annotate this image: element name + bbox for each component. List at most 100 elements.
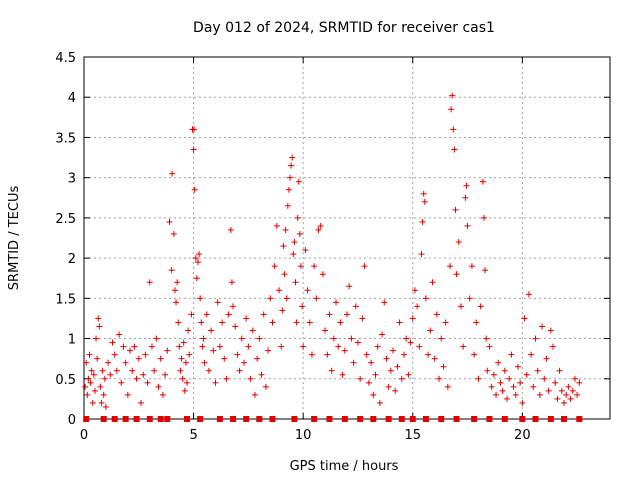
data-point	[262, 383, 269, 390]
data-point	[368, 359, 375, 366]
data-point	[416, 343, 423, 350]
data-point	[184, 379, 191, 386]
axis-ticks: 0 0.5 1 1.5 2 2.5 3 3.5 4 4.5 0 5 10 15 20	[55, 51, 610, 443]
data-point	[447, 263, 454, 270]
data-point	[539, 323, 546, 330]
x-axis-label: GPS time / hours	[290, 459, 399, 474]
data-point	[350, 359, 357, 366]
data-point	[448, 106, 455, 113]
data-point	[381, 299, 388, 306]
data-point	[265, 347, 272, 354]
data-point	[107, 371, 114, 378]
data-point	[173, 299, 180, 306]
data-point	[422, 295, 429, 302]
data-point	[486, 343, 493, 350]
data-point	[200, 335, 207, 342]
data-point	[455, 239, 462, 246]
zero-point	[164, 416, 171, 422]
data-point	[142, 351, 149, 358]
data-point	[479, 178, 486, 185]
data-point	[462, 194, 469, 201]
data-point	[558, 387, 565, 394]
data-point	[91, 387, 98, 394]
data-point	[188, 311, 195, 318]
data-point	[341, 347, 348, 354]
data-point	[159, 391, 166, 398]
zero-point	[157, 416, 164, 422]
data-point	[427, 327, 434, 334]
data-point	[560, 399, 567, 406]
data-point	[82, 383, 89, 390]
data-point	[83, 359, 90, 366]
data-point	[151, 367, 158, 374]
data-point	[339, 371, 346, 378]
data-point	[280, 243, 287, 250]
data-point	[178, 355, 185, 362]
data-point	[269, 319, 276, 326]
data-point	[221, 355, 228, 362]
data-point	[190, 146, 197, 153]
data-point	[267, 295, 274, 302]
data-point	[390, 347, 397, 354]
data-point	[271, 263, 278, 270]
data-point	[403, 335, 410, 342]
data-point	[175, 319, 182, 326]
data-point	[541, 375, 548, 382]
data-point	[251, 391, 258, 398]
data-point	[162, 371, 169, 378]
data-point	[304, 287, 311, 294]
data-point	[180, 339, 187, 346]
zero-point	[370, 416, 377, 422]
data-point	[528, 351, 535, 358]
y-tick-label: 1.5	[55, 292, 76, 307]
data-point	[118, 379, 125, 386]
data-point	[352, 303, 359, 310]
data-point	[512, 391, 519, 398]
data-point	[326, 311, 333, 318]
data-point	[398, 375, 405, 382]
data-point	[100, 391, 107, 398]
data-point	[523, 371, 530, 378]
data-point	[182, 359, 189, 366]
data-point	[346, 283, 353, 290]
y-tick-label: 2.5	[55, 212, 76, 227]
data-point	[279, 307, 286, 314]
data-point	[191, 126, 198, 133]
zero-point	[519, 416, 526, 422]
data-point	[290, 251, 297, 258]
data-point	[324, 351, 331, 358]
data-point	[287, 174, 294, 181]
data-point	[111, 351, 118, 358]
data-point	[109, 339, 116, 346]
zero-point	[146, 416, 153, 422]
data-point	[543, 355, 550, 362]
data-point	[101, 375, 108, 382]
data-point	[306, 319, 313, 326]
x-tick-label: 10	[295, 428, 312, 443]
data-point	[223, 375, 230, 382]
data-point	[457, 303, 464, 310]
x-tick-label: 5	[189, 428, 197, 443]
data-point	[451, 146, 458, 153]
data-point	[227, 226, 234, 233]
data-point	[93, 335, 100, 342]
data-point	[532, 335, 539, 342]
data-point	[196, 251, 203, 258]
data-point	[97, 383, 104, 390]
data-point	[232, 323, 239, 330]
data-point	[361, 263, 368, 270]
data-point	[148, 343, 155, 350]
data-point	[475, 375, 482, 382]
data-point	[322, 327, 329, 334]
data-point	[506, 375, 513, 382]
data-point	[243, 315, 250, 322]
data-point	[359, 315, 366, 322]
zero-point	[532, 416, 539, 422]
zero-point	[453, 416, 460, 422]
data-point	[140, 371, 147, 378]
zero-point	[256, 416, 263, 422]
data-point	[374, 343, 381, 350]
data-point	[131, 343, 138, 350]
zero-point	[501, 416, 508, 422]
